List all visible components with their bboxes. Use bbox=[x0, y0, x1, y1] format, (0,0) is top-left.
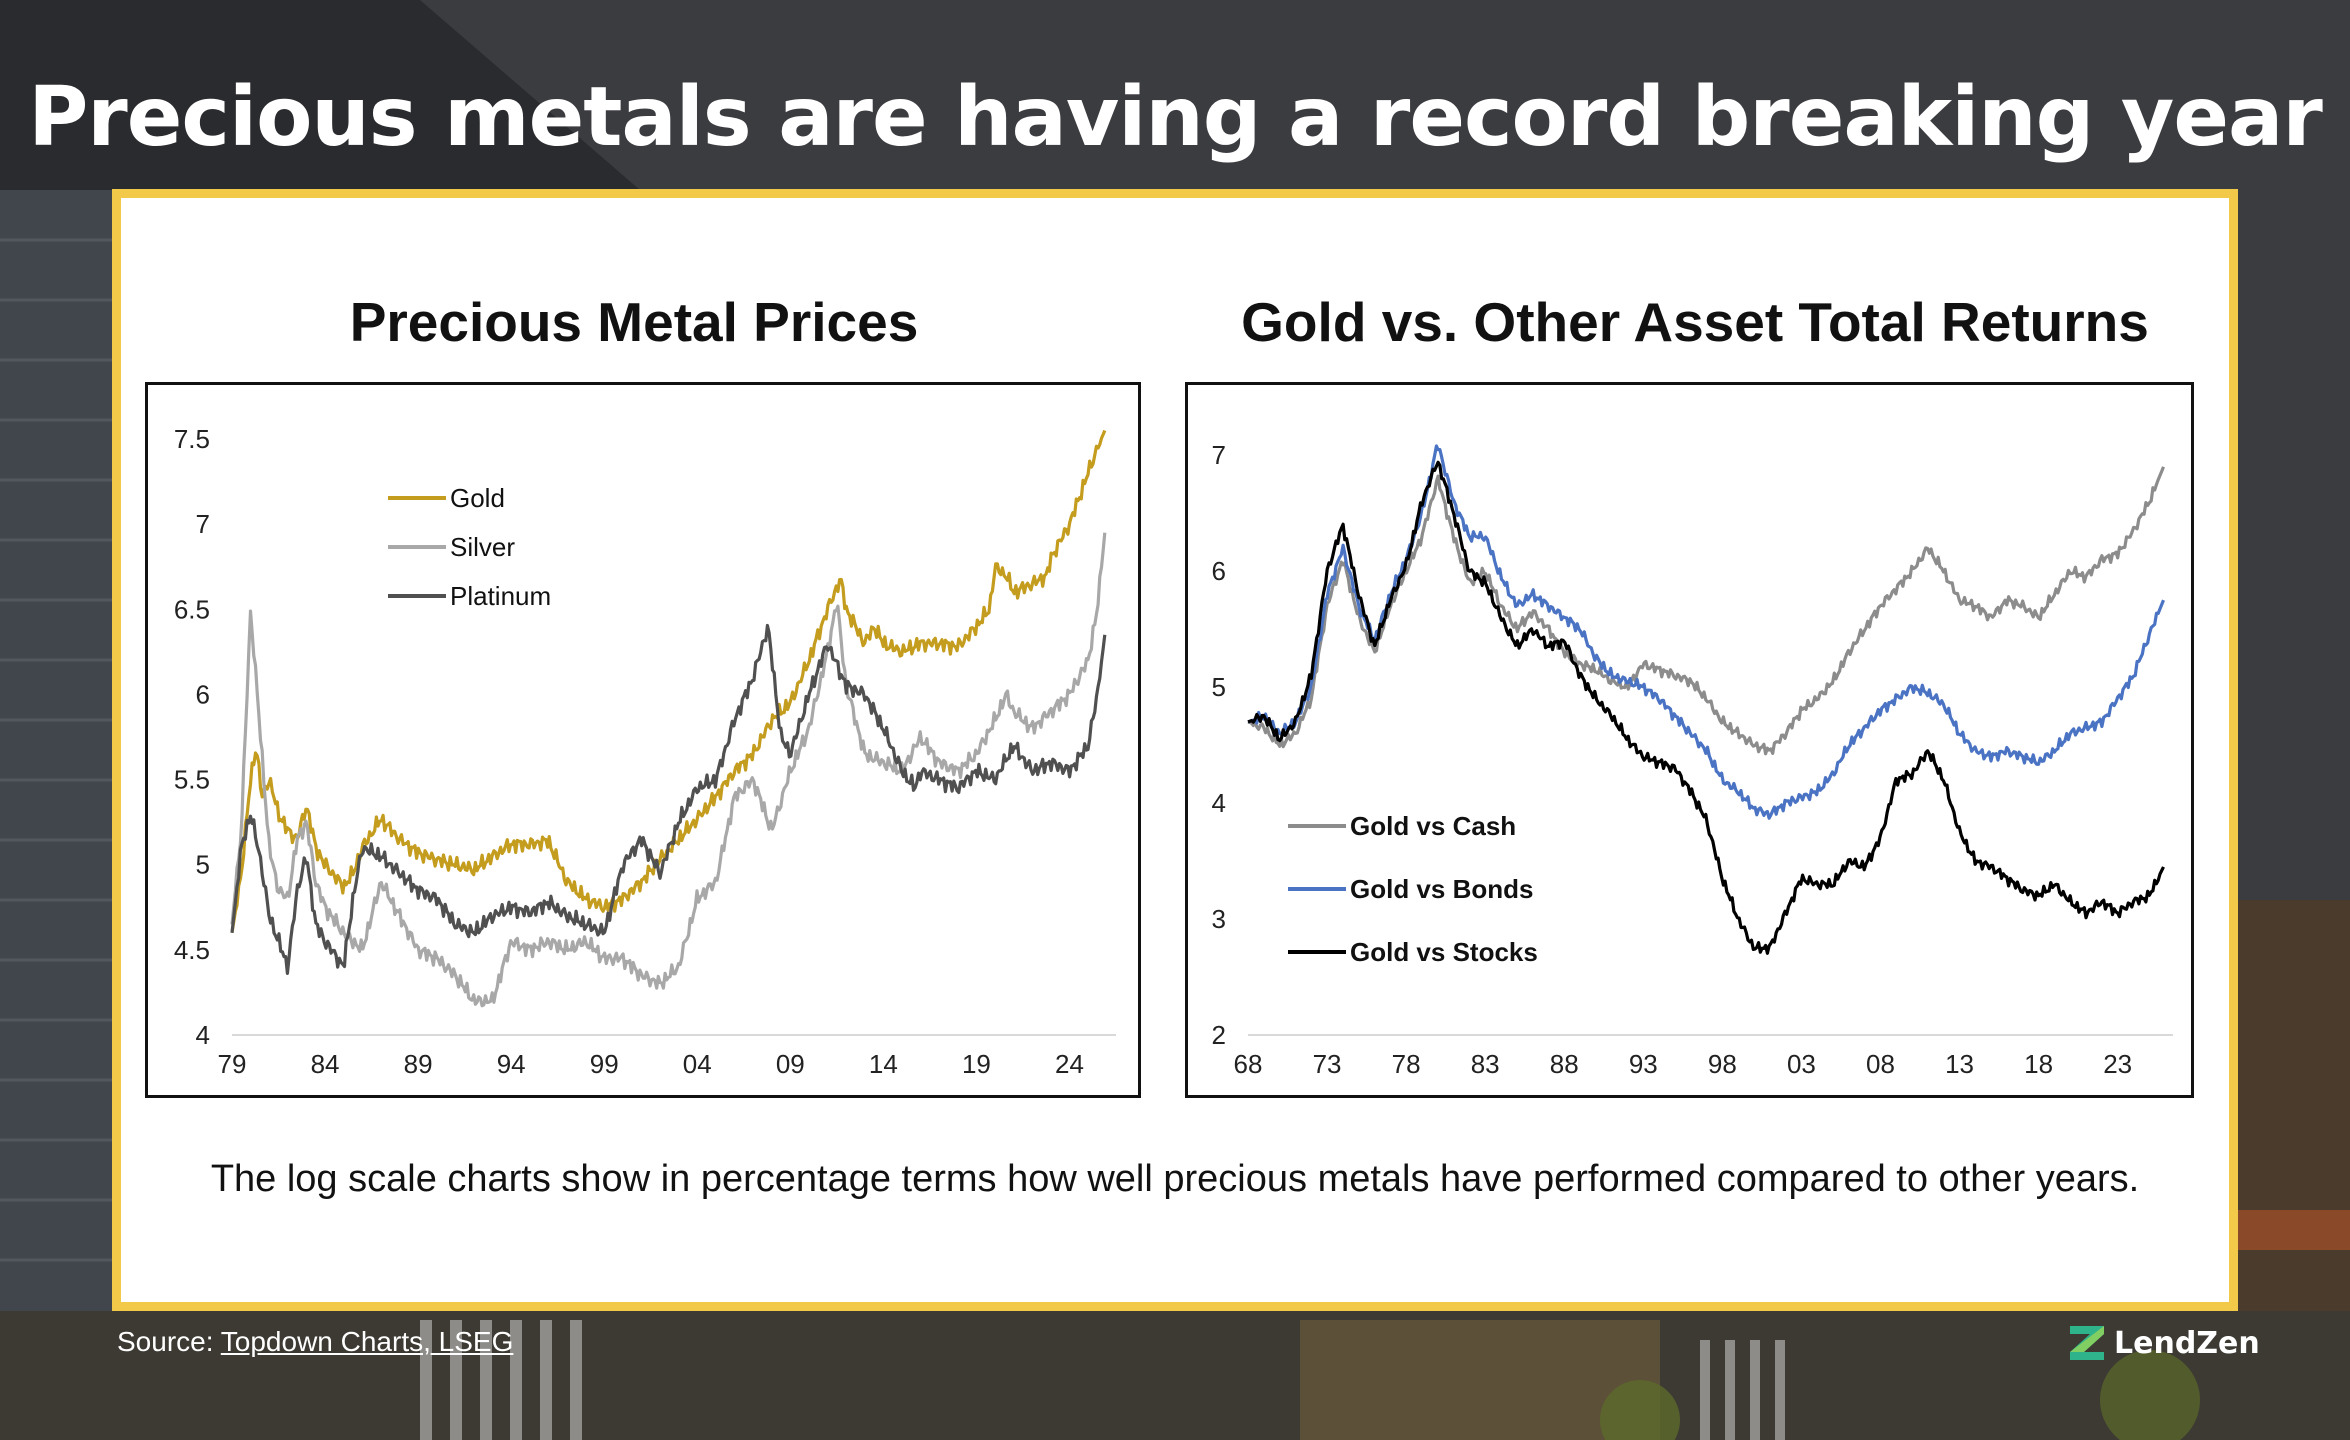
caption: The log scale charts show in percentage … bbox=[210, 1158, 2140, 1200]
y-tick-label: 4 bbox=[196, 1020, 210, 1050]
x-tick-label: 08 bbox=[1866, 1049, 1895, 1079]
y-tick-label: 3 bbox=[1212, 904, 1226, 934]
x-tick-label: 68 bbox=[1234, 1049, 1263, 1079]
x-tick-label: 14 bbox=[869, 1049, 898, 1079]
headline: Precious metals are having a record brea… bbox=[28, 70, 2323, 165]
x-tick-label: 09 bbox=[776, 1049, 805, 1079]
chart1-plot: 4 4.5 5 5.5 6 6.5 7 7.5 79 84 89 94 99 04 09 14 19 24 Gold… bbox=[174, 424, 1116, 1079]
y-tick-label: 5 bbox=[1212, 672, 1226, 702]
chart2-frame: 2 3 4 5 6 7 68 73 78 83 88 93 98 03 08 13 18 23 Gold vs Ca… bbox=[1185, 382, 2194, 1098]
chart2-title: Gold vs. Other Asset Total Returns bbox=[1241, 291, 2149, 353]
x-tick-label: 24 bbox=[1055, 1049, 1084, 1079]
brand-name: LendZen bbox=[2114, 1325, 2260, 1361]
y-tick-label: 5.5 bbox=[174, 765, 210, 795]
y-tick-label: 7.5 bbox=[174, 424, 210, 454]
chart1-title: Precious Metal Prices bbox=[349, 291, 919, 353]
legend-label: Gold vs Bonds bbox=[1350, 874, 1533, 904]
lendzen-z-logo-icon bbox=[2070, 1326, 2104, 1360]
x-tick-label: 03 bbox=[1787, 1049, 1816, 1079]
x-tick-label: 23 bbox=[2103, 1049, 2132, 1079]
x-tick-label: 13 bbox=[1945, 1049, 1974, 1079]
chart1-frame: 4 4.5 5 5.5 6 6.5 7 7.5 79 84 89 94 99 04 09 14 19 24 Gold… bbox=[145, 382, 1141, 1098]
x-tick-label: 18 bbox=[2024, 1049, 2053, 1079]
x-tick-label: 19 bbox=[962, 1049, 991, 1079]
series-line-platinum bbox=[230, 623, 1107, 975]
series-line-gold-vs-cash bbox=[1247, 466, 2165, 756]
legend-label: Gold vs Stocks bbox=[1350, 937, 1538, 967]
y-tick-label: 4.5 bbox=[174, 935, 210, 965]
y-tick-label: 7 bbox=[1212, 440, 1226, 470]
source-link[interactable]: Topdown Charts, LSEG bbox=[220, 1326, 514, 1357]
y-tick-label: 6 bbox=[196, 679, 210, 709]
series-line-gold-vs-bonds bbox=[1247, 444, 2165, 820]
x-tick-label: 83 bbox=[1471, 1049, 1500, 1079]
y-tick-label: 6 bbox=[1212, 556, 1226, 586]
x-tick-label: 88 bbox=[1550, 1049, 1579, 1079]
source-prefix: Source: bbox=[117, 1326, 221, 1357]
legend-label: Gold bbox=[450, 483, 505, 513]
x-tick-label: 99 bbox=[590, 1049, 619, 1079]
x-tick-label: 98 bbox=[1708, 1049, 1737, 1079]
legend-label: Silver bbox=[450, 532, 515, 562]
y-tick-label: 7 bbox=[196, 509, 210, 539]
series-line-gold-vs-stocks bbox=[1247, 460, 2165, 955]
x-tick-label: 89 bbox=[404, 1049, 433, 1079]
y-tick-label: 2 bbox=[1212, 1020, 1226, 1050]
y-tick-label: 5 bbox=[196, 850, 210, 880]
x-tick-label: 79 bbox=[218, 1049, 247, 1079]
y-tick-label: 4 bbox=[1212, 788, 1226, 818]
x-tick-label: 04 bbox=[683, 1049, 712, 1079]
x-tick-label: 94 bbox=[497, 1049, 526, 1079]
source-note: Source: Topdown Charts, LSEG bbox=[117, 1326, 513, 1358]
x-tick-label: 73 bbox=[1313, 1049, 1342, 1079]
legend-label: Platinum bbox=[450, 581, 551, 611]
brand-logo: LendZen bbox=[2068, 1324, 2260, 1362]
legend-label: Gold vs Cash bbox=[1350, 811, 1516, 841]
series-line-silver bbox=[230, 532, 1107, 1008]
x-tick-label: 78 bbox=[1392, 1049, 1421, 1079]
y-tick-label: 6.5 bbox=[174, 594, 210, 624]
chart-panel: Precious Metal Prices Gold vs. Other Ass… bbox=[112, 189, 2238, 1311]
x-tick-label: 84 bbox=[311, 1049, 340, 1079]
x-tick-label: 93 bbox=[1629, 1049, 1658, 1079]
